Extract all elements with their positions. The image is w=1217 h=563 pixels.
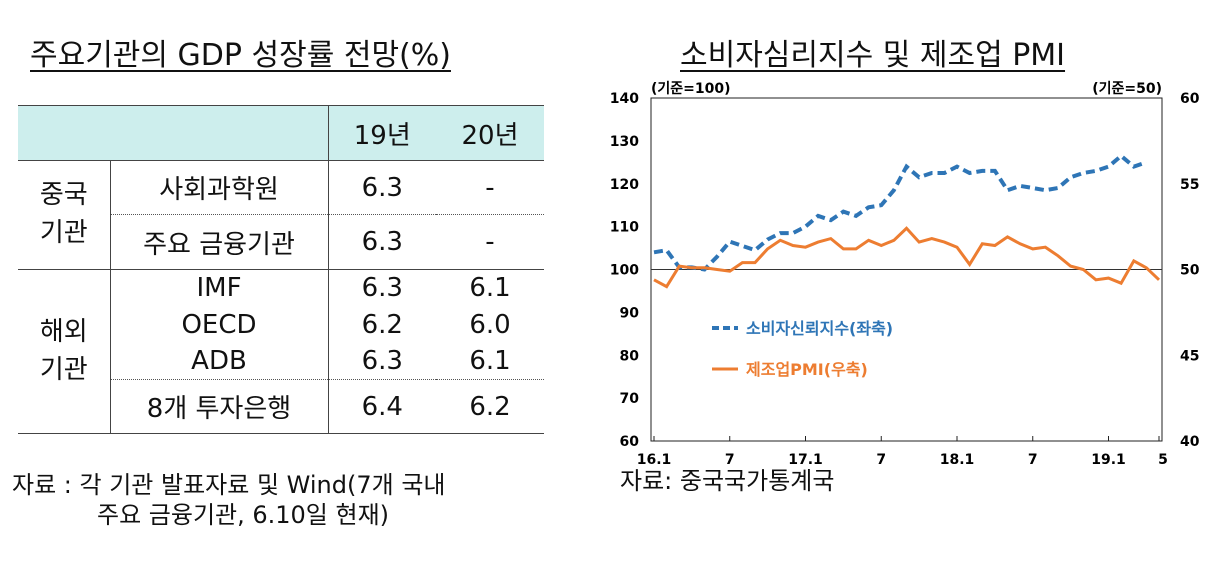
chart-source: 자료: 중국국가통계국 xyxy=(620,467,835,495)
left-axis-note: (기준=100) xyxy=(651,81,731,97)
right-axis-note: (기준=50) xyxy=(1092,81,1162,97)
value-19: 6.4 xyxy=(328,379,436,434)
value-20: 6.2 xyxy=(436,379,544,434)
value-19: 6.3 xyxy=(328,160,436,215)
left-axis-tick-label: 120 xyxy=(610,177,639,193)
x-axis-tick-label: 17.1 xyxy=(788,452,823,468)
x-axis-tick-label: 19.1 xyxy=(1091,452,1126,468)
left-axis-tick-label: 80 xyxy=(620,348,640,364)
manufacturing-pmi-line xyxy=(653,226,1161,289)
header-19: 19년 xyxy=(328,105,436,161)
table-row: 주요 금융기관 6.3 - xyxy=(18,214,544,270)
left-axis-tick-label: 110 xyxy=(610,220,639,236)
row-name: 사회과학원 xyxy=(110,160,329,215)
row-name: OECD xyxy=(110,306,329,343)
right-axis-tick-label: 50 xyxy=(1180,263,1200,279)
table-row: 해외 기관 IMF 6.3 6.1 xyxy=(18,269,544,434)
value-20: 6.1 xyxy=(436,342,544,380)
header-blank-cell xyxy=(18,105,329,161)
group-label-china-text: 중국 기관 xyxy=(39,180,88,248)
table-header-row: 19년 20년 xyxy=(18,105,544,161)
legend-label: 제조업PMI(우축) xyxy=(746,360,868,379)
left-axis-tick-label: 70 xyxy=(620,391,640,407)
right-axis-tick-label: 40 xyxy=(1180,434,1200,450)
left-axis-tick-label: 130 xyxy=(610,134,639,150)
table-row: ADB 6.3 6.1 xyxy=(18,342,544,380)
right-axis-tick-label: 60 xyxy=(1180,91,1200,107)
left-axis-tick-label: 90 xyxy=(620,305,640,321)
table-row: 중국 기관 사회과학원 6.3 - xyxy=(18,160,544,270)
row-name: ADB xyxy=(110,342,329,380)
x-axis-tick-label: 7 xyxy=(725,452,735,468)
x-axis-tick-label: 7 xyxy=(876,452,886,468)
left-axis-tick-label: 100 xyxy=(610,263,639,279)
table-row: 8개 투자은행 6.4 6.2 xyxy=(18,379,544,434)
row-name: IMF xyxy=(110,269,329,307)
left-axis-tick-label: 60 xyxy=(620,434,640,450)
x-axis-tick-label: 16.1 xyxy=(637,452,672,468)
value-19: 6.3 xyxy=(361,273,403,304)
x-axis-tick-label: 7 xyxy=(1028,452,1038,468)
legend-label: 소비자신뢰지수(좌축) xyxy=(746,319,893,338)
x-axis-tick-label: 5 xyxy=(1158,452,1168,468)
value-20: 6.1 xyxy=(469,273,511,304)
row-name: 8개 투자은행 xyxy=(110,379,329,434)
plot-frame xyxy=(650,97,1163,442)
value-20: - xyxy=(436,214,544,270)
x-axis-tick-label: 18.1 xyxy=(940,452,975,468)
right-axis-tick-label: 55 xyxy=(1180,177,1199,193)
table-row: OECD 6.2 6.0 xyxy=(18,306,544,343)
left-axis-tick-label: 140 xyxy=(610,91,639,107)
value-20: - xyxy=(436,160,544,215)
group-label-china: 중국 기관 xyxy=(18,160,111,270)
gdp-table-title: 주요기관의 GDP 성장률 전망(%) xyxy=(30,38,451,73)
chart-title: 소비자심리지수 및 제조업 PMI xyxy=(680,38,1066,73)
value-20: 6.0 xyxy=(469,309,511,340)
right-axis-tick-label: 45 xyxy=(1180,348,1199,364)
group-label-overseas-text: 해외 기관 xyxy=(39,316,88,385)
group-label-overseas: 해외 기관 xyxy=(18,269,111,434)
value-19: 6.3 xyxy=(328,342,436,380)
value-19: 6.3 xyxy=(328,214,436,270)
gdp-forecast-table: 19년 20년 중국 기관 사회과학원 6.3 - 주요 금융기관 6.3 - 해… xyxy=(18,105,544,434)
consumer-confidence-line xyxy=(653,153,1148,272)
table-source-line1: 자료 : 각 기관 발표자료 및 Wind(7개 국내 xyxy=(12,471,446,499)
value-19: 6.2 xyxy=(361,309,403,340)
header-20: 20년 xyxy=(436,105,544,161)
row-name: 주요 금융기관 xyxy=(110,214,329,270)
table-source-line2: 주요 금융기관, 6.10일 현재) xyxy=(97,501,390,529)
